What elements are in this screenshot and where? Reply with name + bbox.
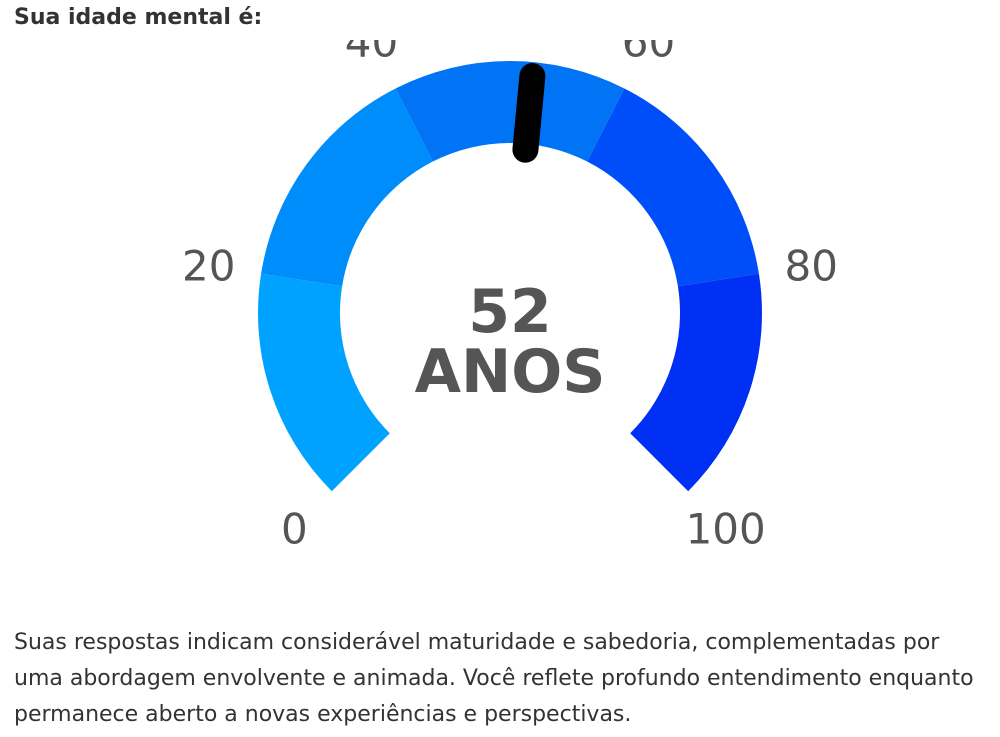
mental-age-gauge: 0 20 40 60 80 100 52 ANOS xyxy=(0,40,1000,600)
gauge-tick-label-40: 40 xyxy=(345,40,398,66)
gauge-segments xyxy=(258,60,762,492)
gauge-needle xyxy=(512,63,546,163)
gauge-segment-80-100 xyxy=(630,273,762,492)
gauge-tick-label-60: 60 xyxy=(622,40,675,66)
result-description: Suas respostas indicam considerável matu… xyxy=(14,630,974,727)
gauge-tick-label-0: 0 xyxy=(281,505,308,554)
gauge-segment-20-40 xyxy=(261,88,433,287)
gauge-needle-group xyxy=(512,63,546,163)
gauge-segment-0-20 xyxy=(258,273,390,492)
gauge-unit: ANOS xyxy=(415,337,606,407)
gauge-chart: 0 20 40 60 80 100 52 ANOS xyxy=(182,40,838,554)
gauge-tick-label-80: 80 xyxy=(785,241,838,290)
gauge-tick-label-20: 20 xyxy=(182,241,235,290)
page-title: Sua idade mental é: xyxy=(14,5,263,30)
gauge-tick-label-100: 100 xyxy=(686,505,766,554)
gauge-segment-40-60 xyxy=(395,60,625,162)
gauge-value: 52 xyxy=(468,277,552,347)
gauge-tick-labels: 0 20 40 60 80 100 xyxy=(182,40,838,554)
gauge-segment-60-80 xyxy=(587,88,759,287)
